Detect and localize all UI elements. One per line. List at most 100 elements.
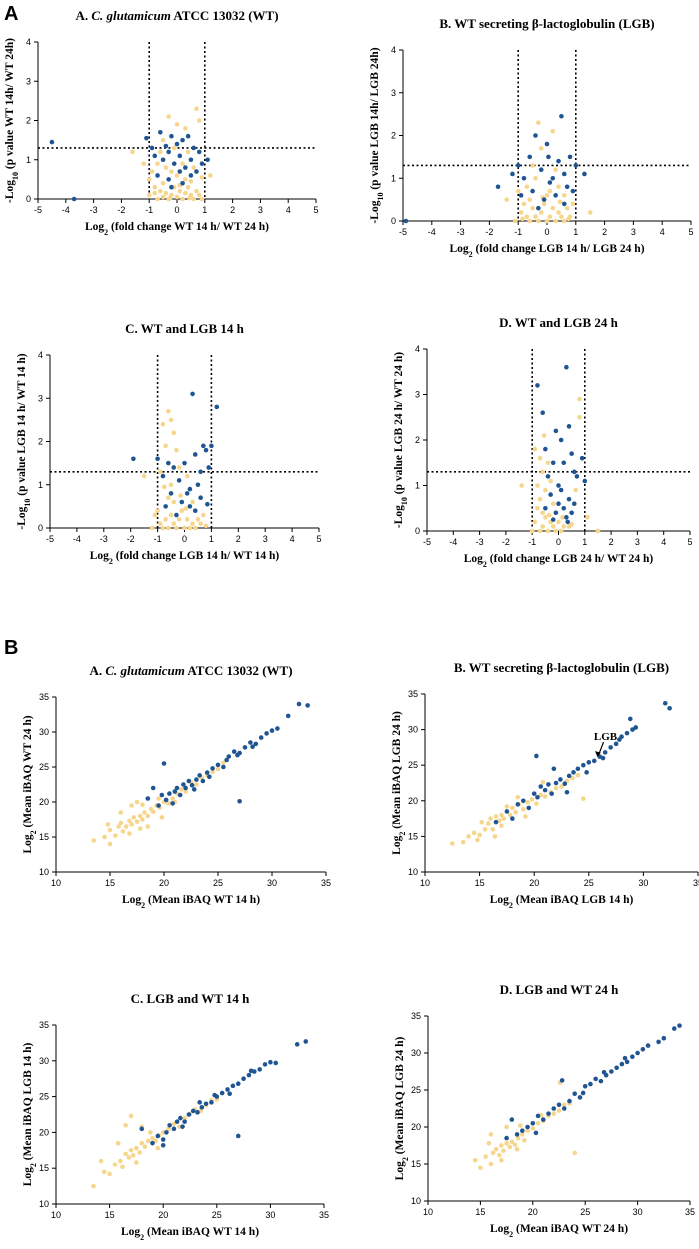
data-point — [553, 218, 558, 224]
x-tick-label: 5 — [316, 534, 321, 544]
series-not-significant — [450, 772, 586, 846]
data-point — [174, 141, 180, 147]
data-point — [543, 487, 548, 493]
data-point — [564, 364, 569, 370]
data-point — [466, 834, 471, 839]
data-point — [195, 517, 201, 522]
data-point — [533, 1130, 539, 1136]
data-point — [556, 184, 561, 190]
data-point — [581, 762, 586, 768]
data-point — [577, 396, 582, 402]
x-tick-label: -2 — [502, 537, 510, 547]
data-point — [504, 804, 510, 809]
data-point — [573, 487, 578, 493]
data-point — [201, 443, 206, 449]
data-point — [553, 528, 559, 534]
y-tick-label: 20 — [408, 796, 418, 806]
data-point — [235, 1081, 241, 1087]
series-not-significant — [141, 408, 209, 531]
x-tick-label: -2 — [485, 227, 493, 237]
y-tick-label: 15 — [39, 832, 49, 842]
chart-title-text: ATCC 13032 (WT) — [185, 663, 293, 678]
data-point — [163, 443, 168, 449]
data-point — [403, 218, 409, 224]
data-point — [174, 194, 180, 200]
data-point — [166, 114, 171, 119]
data-point — [145, 796, 151, 801]
data-point — [536, 205, 541, 211]
data-point — [624, 1059, 630, 1065]
x-tick-label: 3 — [631, 227, 636, 237]
data-point — [460, 839, 466, 845]
data-point — [482, 826, 488, 832]
data-point — [174, 122, 180, 127]
data-point — [493, 1146, 499, 1152]
data-point — [588, 1081, 593, 1087]
data-point — [214, 404, 220, 410]
series-significant — [131, 391, 220, 518]
data-point — [105, 822, 111, 827]
data-point — [273, 1060, 279, 1066]
data-point — [134, 1160, 139, 1165]
y-tick-label: 1 — [38, 480, 43, 490]
data-point — [544, 193, 550, 198]
data-point — [168, 482, 174, 488]
chart-title: D. WT and LGB 24 h — [499, 315, 619, 330]
data-point — [107, 841, 113, 847]
data-point — [128, 1113, 134, 1119]
data-point — [551, 766, 557, 772]
data-point — [179, 499, 185, 505]
data-point — [520, 807, 526, 812]
x-axis-label-text: Log — [464, 553, 483, 565]
data-point — [209, 443, 214, 449]
data-point — [553, 193, 558, 198]
data-point — [188, 157, 194, 163]
data-point — [570, 201, 576, 207]
data-point — [534, 753, 539, 759]
data-point — [159, 815, 165, 820]
data-point — [561, 505, 567, 511]
data-point — [167, 791, 172, 796]
data-point — [553, 780, 559, 786]
data-point — [510, 805, 515, 811]
x-tick-label: 10 — [420, 878, 430, 888]
x-axis-label-text: (fold change LGB 14 h/ LGB 24 h) — [473, 243, 645, 255]
data-point — [613, 741, 619, 747]
data-point — [572, 1150, 578, 1156]
data-point — [269, 728, 275, 733]
data-point — [530, 1121, 536, 1126]
data-point — [123, 824, 129, 829]
data-point — [553, 428, 559, 434]
y-axis-label: Log2 (Mean iBAQ LGB 24 h) — [394, 1037, 410, 1181]
data-point — [530, 163, 535, 168]
x-tick-label: -3 — [90, 205, 98, 215]
data-point — [177, 792, 183, 798]
data-point — [547, 180, 553, 185]
data-point — [182, 1119, 187, 1124]
data-point — [194, 106, 199, 112]
x-tick-label: 5 — [313, 205, 318, 215]
x-tick-label: 35 — [685, 1207, 695, 1217]
data-point — [570, 188, 576, 194]
x-axis-label-text: (fold change LGB 24 h/ WT 24 h) — [487, 553, 654, 565]
y-tick-label: 35 — [39, 692, 49, 702]
data-point — [571, 501, 577, 507]
data-point — [169, 169, 174, 174]
data-point — [184, 491, 190, 496]
data-point — [518, 210, 524, 215]
data-point — [134, 799, 140, 805]
series-significant — [504, 1023, 682, 1141]
data-point — [206, 465, 212, 470]
data-point — [160, 473, 166, 479]
data-point — [515, 802, 521, 807]
data-point — [553, 785, 559, 791]
data-point — [561, 193, 567, 198]
data-point — [183, 789, 188, 794]
y-tick-label: 4 — [26, 37, 31, 47]
x-axis-label: Log2 (fold change LGB 14 h/ WT 14 h) — [90, 550, 280, 566]
data-point — [188, 173, 194, 178]
data-point — [160, 181, 166, 186]
x-tick-label: 0 — [556, 537, 561, 547]
x-tick-label: 30 — [265, 1210, 275, 1220]
x-tick-label: 15 — [105, 878, 115, 888]
